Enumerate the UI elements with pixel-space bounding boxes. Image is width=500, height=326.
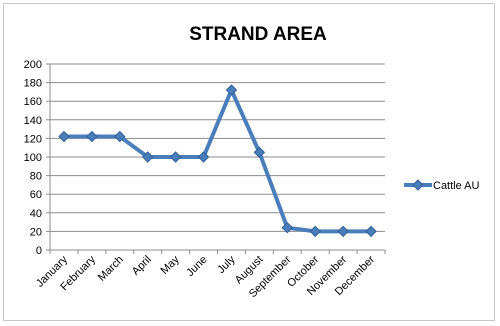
series-layer xyxy=(58,84,377,238)
data-point-february xyxy=(86,130,98,143)
y-tick-label-20: 20 xyxy=(30,226,42,238)
legend-swatch-marker xyxy=(412,179,424,191)
x-tick-label-july: July xyxy=(215,253,238,276)
data-point-july xyxy=(225,84,238,96)
y-tick-label-60: 60 xyxy=(30,189,42,201)
y-tick-label-40: 40 xyxy=(30,208,42,220)
chart-frame xyxy=(3,3,495,321)
y-tick-label-80: 80 xyxy=(30,171,42,183)
y-tick-label-0: 0 xyxy=(36,245,42,257)
y-tick-label-200: 200 xyxy=(24,59,42,71)
x-tick-label-march: March xyxy=(96,254,126,284)
data-point-may xyxy=(169,151,182,163)
series-line-cattle-au xyxy=(63,88,372,234)
x-tick-label-april: April xyxy=(130,254,154,278)
legend-label: Cattle AU xyxy=(433,180,480,192)
data-point-october xyxy=(309,225,321,238)
x-tick-label-may: May xyxy=(159,253,183,277)
data-point-november xyxy=(337,225,349,238)
data-point-june xyxy=(197,151,210,163)
data-point-january xyxy=(58,130,70,143)
y-axis-ticks: 0 20 40 60 80 100 120 140 160 180 200 xyxy=(24,59,42,257)
legend: Cattle AU xyxy=(404,179,480,192)
data-point-april xyxy=(142,151,154,163)
y-tick-label-140: 140 xyxy=(24,115,42,127)
gridlines xyxy=(46,63,386,254)
data-point-december xyxy=(365,225,377,238)
chart-title: STRAND AREA xyxy=(189,24,327,45)
y-tick-label-180: 180 xyxy=(24,78,42,90)
x-tick-label-june: June xyxy=(184,254,209,279)
y-tick-label-100: 100 xyxy=(24,152,42,164)
data-point-september xyxy=(281,221,293,234)
y-tick-label-120: 120 xyxy=(24,133,42,145)
y-tick-label-160: 160 xyxy=(24,96,42,108)
data-point-march xyxy=(114,130,126,143)
data-point-august xyxy=(253,146,266,159)
